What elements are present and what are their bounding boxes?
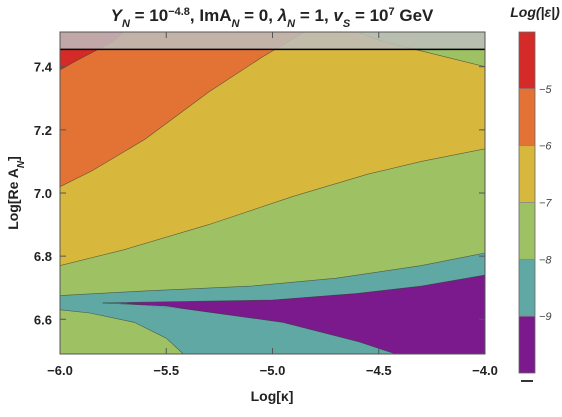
- colorbar-band: [519, 32, 535, 89]
- colorbar-tick-label: −7: [539, 198, 552, 210]
- colorbar-tick-label: −8: [539, 254, 552, 266]
- x-tick-label: −5.0: [260, 363, 286, 378]
- title-part: Y: [111, 6, 124, 25]
- title-part: v: [333, 6, 344, 25]
- x-tick-label: −4.0: [472, 363, 498, 378]
- y-label-part: ]: [5, 156, 21, 161]
- y-label-part: Log[Re A: [5, 168, 21, 230]
- colorbar-label: Log(|ε|): [510, 4, 560, 20]
- title-part: 7: [389, 6, 395, 18]
- x-tick-label: −4.5: [366, 363, 392, 378]
- title-part: GeV: [395, 6, 434, 25]
- colorbar-tick-label: −5: [539, 84, 552, 96]
- colorbar-tick-label: −6: [539, 141, 552, 153]
- title-part: −4.8: [168, 6, 190, 18]
- title-part: λ: [277, 6, 287, 25]
- colorbar-band: [519, 259, 535, 317]
- y-axis-label: Log[Re AN]: [5, 156, 27, 230]
- contour-region: [60, 32, 305, 187]
- x-tick-label: −6.0: [47, 363, 73, 378]
- colorbar-band: [519, 202, 535, 260]
- colorbar-band: [519, 145, 535, 203]
- title-part: , ImA: [190, 6, 232, 25]
- axes: −6.0 −5.5 −5.0 −4.5 −4.0 6.6 6.8 7.0 7.2 7.4: [34, 31, 498, 378]
- title-part: N: [231, 18, 240, 30]
- plot-area: [60, 32, 485, 354]
- y-label-part: N: [16, 160, 27, 168]
- contour-line: [102, 302, 396, 354]
- contour-line: [102, 274, 485, 304]
- contour-region: [115, 275, 485, 354]
- title-part: = 10: [350, 6, 388, 25]
- title-part: N: [122, 18, 131, 30]
- y-tick-label: 7.4: [34, 60, 53, 75]
- contour-line: [60, 148, 485, 266]
- y-tick-label: 7.0: [34, 186, 52, 201]
- x-axis-label: Log[κ]: [251, 388, 294, 404]
- title-part: = 10: [130, 6, 168, 25]
- contour-region: [60, 32, 485, 266]
- title-part: S: [343, 18, 351, 30]
- contour-line: [60, 309, 184, 354]
- colorbar-tick-label: −9: [539, 311, 552, 323]
- chart-title: YN = 10−4.8, ImAN = 0, λN = 1, vS = 107 …: [111, 6, 434, 30]
- colorbar: −5 −6 −7 −8 −9: [518, 31, 552, 382]
- title-part: N: [287, 18, 296, 30]
- title-part: = 0,: [239, 6, 277, 25]
- colorbar-band: [519, 88, 535, 146]
- x-tick-label: −5.5: [153, 363, 179, 378]
- y-tick-label: 7.2: [34, 123, 52, 138]
- title-part: = 1,: [295, 6, 333, 25]
- contour-line: [60, 32, 305, 187]
- contour-line: [60, 252, 485, 296]
- y-tick-label: 6.6: [34, 312, 52, 327]
- y-tick-label: 6.8: [34, 249, 52, 264]
- contour-region: [60, 309, 184, 354]
- colorbar-band: [519, 316, 535, 373]
